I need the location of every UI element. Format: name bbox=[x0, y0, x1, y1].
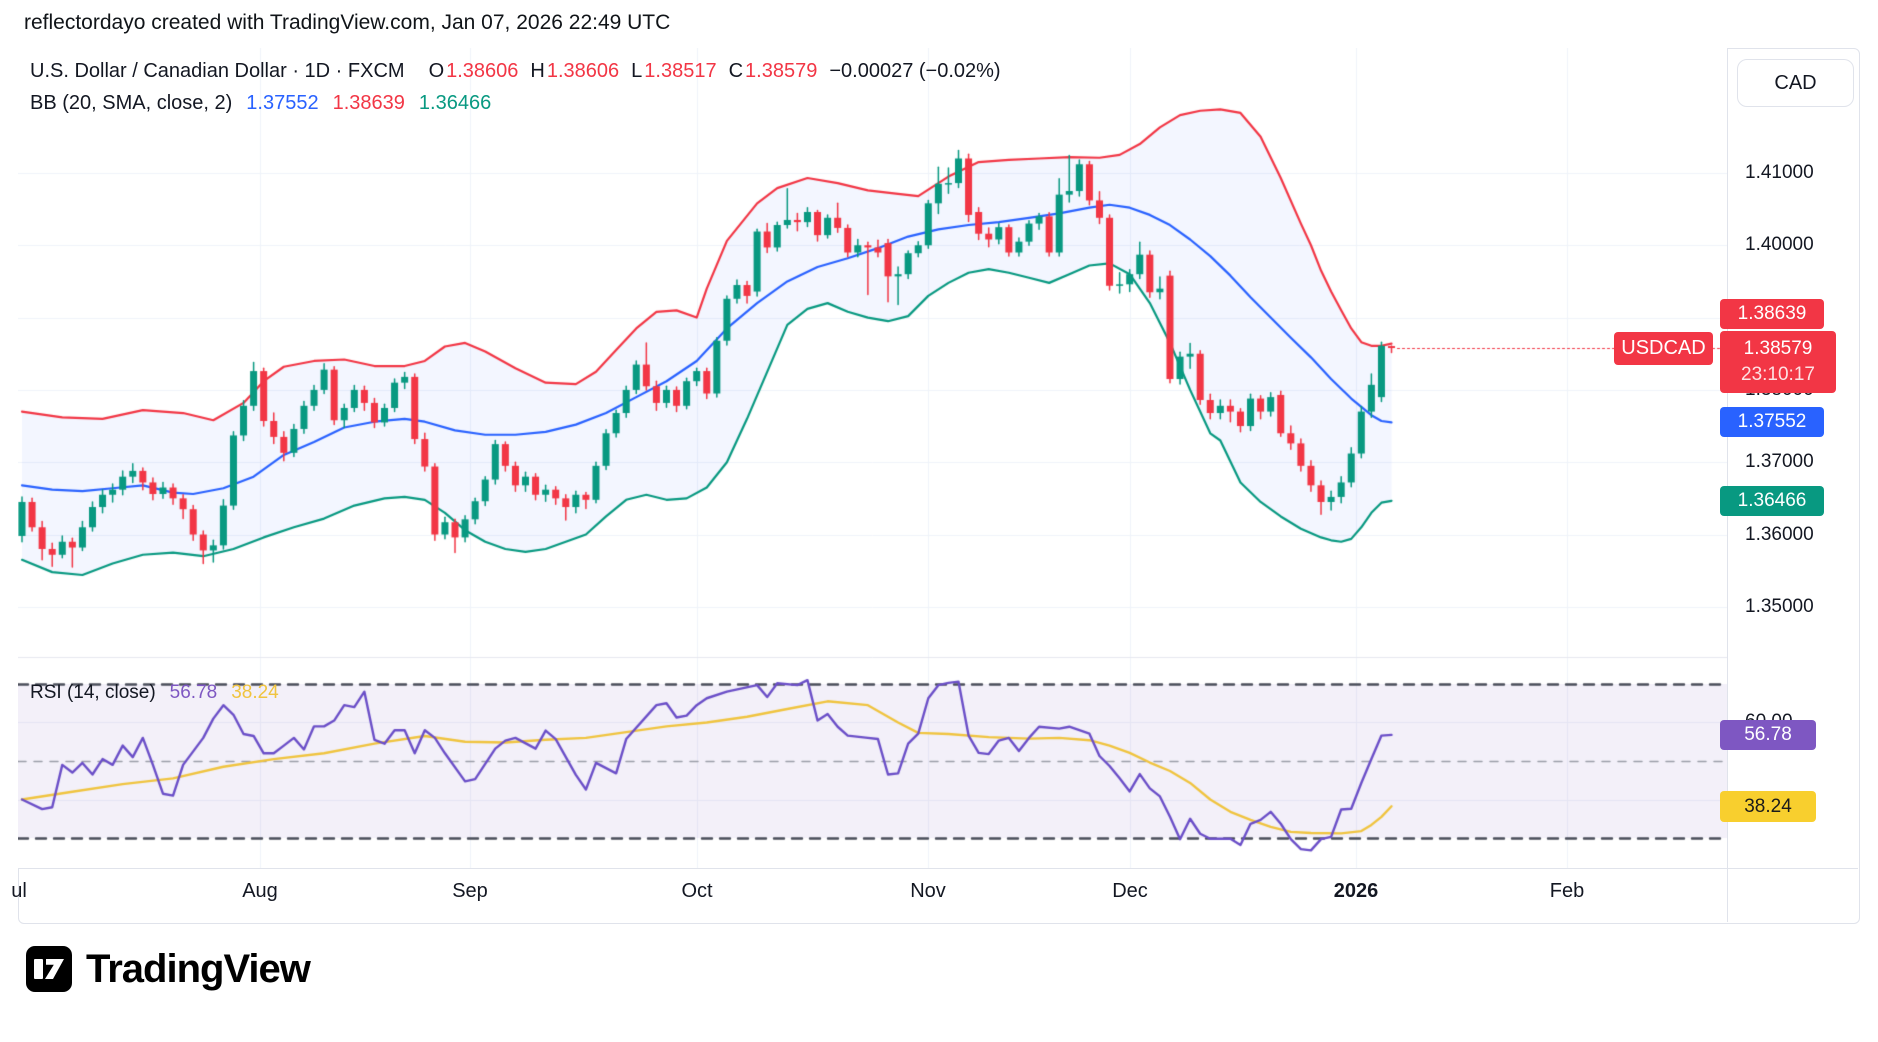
symbol-title: U.S. Dollar / Canadian Dollar · 1D · FXC… bbox=[30, 60, 405, 82]
time-axis[interactable]: Jul Aug Sep Oct Nov Dec 2026 Feb bbox=[10, 870, 1727, 920]
time-tick-2026: 2026 bbox=[1333, 880, 1379, 902]
open-value: 1.38606 bbox=[446, 60, 519, 82]
chart-canvas[interactable] bbox=[18, 48, 1727, 868]
tradingview-logo-text: TradingView bbox=[86, 946, 311, 991]
close-label: C bbox=[728, 60, 744, 82]
bb-lower-value: 1.36466 bbox=[418, 92, 492, 114]
price-tick-1.41000: 1.41000 bbox=[1745, 161, 1814, 183]
time-tick-Nov: Nov bbox=[910, 880, 946, 902]
rsi-value-badge: 56.78 bbox=[1720, 720, 1816, 750]
attribution-text: reflectordayo created with TradingView.c… bbox=[24, 11, 671, 34]
time-tick-Jul: Jul bbox=[10, 880, 27, 902]
change-value: −0.00027 (−0.02%) bbox=[829, 60, 1001, 82]
rsi-label: RSI (14, close) bbox=[30, 682, 156, 703]
close-value: 1.38579 bbox=[745, 60, 818, 82]
ohlc-values: O 1.38606 H 1.38606 L 1.38517 C 1.38579 −0.0… bbox=[419, 60, 1001, 83]
bb-upper-price-badge: 1.38639 bbox=[1720, 299, 1824, 329]
open-label: O bbox=[428, 60, 445, 82]
time-tick-Dec: Dec bbox=[1112, 880, 1148, 902]
rsi-value: 56.78 bbox=[169, 682, 218, 703]
time-tick-Sep: Sep bbox=[452, 880, 488, 902]
bb-basis-value: 1.37552 bbox=[246, 92, 319, 114]
last-price-value: 1.38579 bbox=[1743, 338, 1813, 359]
bb-upper-value: 1.38639 bbox=[332, 92, 405, 114]
tradingview-logo[interactable]: TradingView bbox=[26, 946, 311, 992]
high-label: H bbox=[530, 60, 545, 82]
symbol-legend-row[interactable]: U.S. Dollar / Canadian Dollar · 1D · FXC… bbox=[30, 60, 1001, 83]
rsi-legend-row[interactable]: RSI (14, close) 56.78 38.24 bbox=[30, 682, 279, 704]
rsi-ma-value-badge: 38.24 bbox=[1720, 791, 1816, 822]
bb-lower-price-badge: 1.36466 bbox=[1720, 486, 1824, 516]
last-price-badge: 1.38579 23:10:17 bbox=[1720, 331, 1836, 393]
price-tick-1.37000: 1.37000 bbox=[1745, 451, 1814, 473]
time-tick-Oct: Oct bbox=[681, 880, 713, 902]
bb-legend-row[interactable]: BB (20, SMA, close, 2) 1.37552 1.38639 1… bbox=[30, 92, 491, 115]
price-tick-1.35000: 1.35000 bbox=[1745, 595, 1814, 617]
bb-label: BB (20, SMA, close, 2) bbox=[30, 92, 233, 114]
bar-countdown-timer: 23:10:17 bbox=[1741, 364, 1815, 385]
currency-toggle-button[interactable]: CAD bbox=[1737, 59, 1854, 107]
low-label: L bbox=[631, 60, 643, 82]
high-value: 1.38606 bbox=[546, 60, 620, 82]
bb-basis-price-badge: 1.37552 bbox=[1720, 407, 1824, 437]
time-tick-Feb: Feb bbox=[1549, 880, 1585, 902]
time-axis-separator bbox=[18, 868, 1858, 869]
tradingview-logo-icon bbox=[26, 946, 72, 992]
price-tick-1.40000: 1.40000 bbox=[1745, 234, 1814, 256]
rsi-ma-value: 38.24 bbox=[231, 682, 279, 703]
low-value: 1.38517 bbox=[644, 60, 717, 82]
time-tick-Aug: Aug bbox=[242, 880, 278, 902]
price-tick-1.36000: 1.36000 bbox=[1745, 523, 1814, 545]
symbol-price-label-badge: USDCAD bbox=[1614, 332, 1713, 365]
price-axis-separator bbox=[1727, 48, 1728, 922]
